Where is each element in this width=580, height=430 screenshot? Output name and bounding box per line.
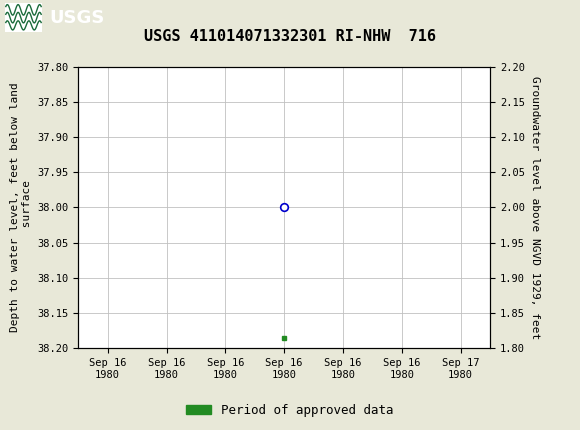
Text: USGS 411014071332301 RI-NHW  716: USGS 411014071332301 RI-NHW 716 bbox=[144, 29, 436, 44]
Legend: Period of approved data: Period of approved data bbox=[181, 399, 399, 421]
Y-axis label: Depth to water level, feet below land
 surface: Depth to water level, feet below land su… bbox=[10, 83, 32, 332]
Text: USGS: USGS bbox=[49, 9, 104, 27]
Y-axis label: Groundwater level above NGVD 1929, feet: Groundwater level above NGVD 1929, feet bbox=[530, 76, 541, 339]
FancyBboxPatch shape bbox=[5, 3, 42, 32]
